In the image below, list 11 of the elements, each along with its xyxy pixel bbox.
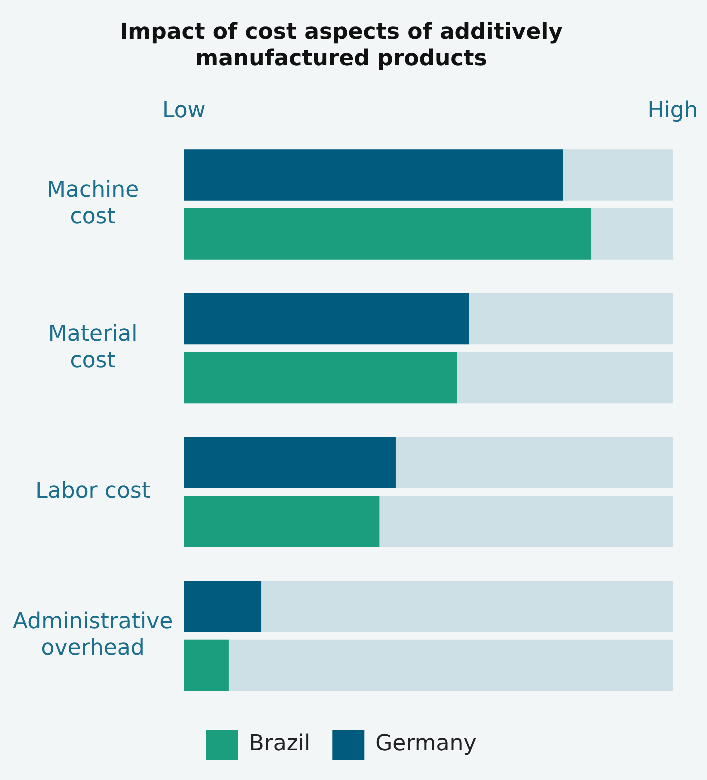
legend-label: Brazil <box>249 732 311 757</box>
chart-title: Impact of cost aspects of additively manufactured products <box>120 20 564 72</box>
y-tick-label: Administrative overhead <box>12 610 174 662</box>
y-tick-label: Labor cost <box>36 479 151 504</box>
bar <box>184 640 229 692</box>
text: High <box>648 98 698 124</box>
y-tick-label: Material cost <box>48 322 138 374</box>
y-tick-label: Machine cost <box>47 178 140 230</box>
legend-label: Germany <box>376 732 477 757</box>
bar <box>184 580 262 632</box>
text: Low <box>162 98 206 124</box>
